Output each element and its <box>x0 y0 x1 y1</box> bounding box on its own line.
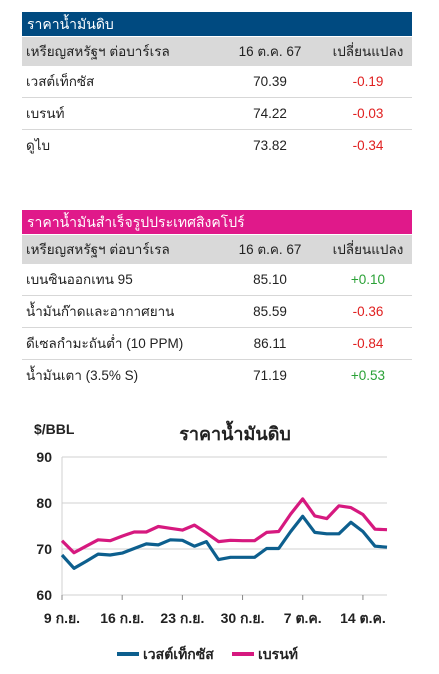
table-row: น้ำมันเตา (3.5% S) 71.19 +0.53 <box>22 360 412 391</box>
refined-header: ราคาน้ำมันสำเร็จรูปประเทศสิงคโปร์ <box>22 210 412 234</box>
col-date: 16 ต.ค. 67 <box>238 242 302 257</box>
refined-column-header: เหรียญสหรัฐฯ ต่อบาร์เรล 16 ต.ค. 67 เปลี่… <box>22 234 412 264</box>
price-value: 73.82 <box>253 138 287 153</box>
price-value: 85.59 <box>253 304 287 319</box>
crude-oil-table: ราคาน้ำมันดิบ เหรียญสหรัฐฯ ต่อบาร์เรล 16… <box>22 12 412 161</box>
product-name: ดีเซลกำมะถันต่ำ (10 PPM) <box>26 336 184 351</box>
change-value: +0.10 <box>350 272 386 287</box>
y-axis-label: $/BBL <box>34 421 75 437</box>
product-name: เวสต์เท็กซัส <box>26 74 95 89</box>
price-value: 71.19 <box>253 368 287 383</box>
product-name: น้ำมันก๊าดและอากาศยาน <box>26 304 175 319</box>
x-tick-label: 30 ก.ย. <box>221 610 265 626</box>
series-line-wti <box>60 514 388 570</box>
series-line-brent <box>60 497 388 555</box>
x-tick-label: 16 ก.ย. <box>100 610 144 626</box>
y-tick-labels: 60 70 80 90 <box>36 449 52 603</box>
change-value: -0.03 <box>352 106 384 121</box>
change-value: -0.34 <box>352 138 384 153</box>
col-change: เปลี่ยนแปลง <box>332 44 404 59</box>
crude-rows: เวสต์เท็กซัส 70.39 -0.19 เบรนท์ 74.22 -0.03 ดู… <box>22 66 412 161</box>
refined-products-table: ราคาน้ำมันสำเร็จรูปประเทศสิงคโปร์ เหรียญ… <box>22 210 412 391</box>
table-row: ดูไบ 73.82 -0.34 <box>22 130 412 161</box>
series-lines <box>60 497 388 570</box>
x-tick-label: 7 ต.ค. <box>284 610 322 626</box>
price-value: 86.11 <box>253 336 287 351</box>
crude-header: ราคาน้ำมันดิบ <box>22 12 412 36</box>
y-tick-label: 60 <box>36 587 52 603</box>
y-tick-label: 80 <box>36 495 52 511</box>
table-row: เบรนท์ 74.22 -0.03 <box>22 98 412 130</box>
y-tick-label: 70 <box>36 541 52 557</box>
col-unit: เหรียญสหรัฐฯ ต่อบาร์เรล <box>26 242 170 257</box>
price-value: 74.22 <box>253 106 287 121</box>
table-row: เวสต์เท็กซัส 70.39 -0.19 <box>22 66 412 98</box>
change-value: -0.19 <box>352 74 384 89</box>
table-row: เบนซินออกเทน 95 85.10 +0.10 <box>22 264 412 296</box>
product-name: ดูไบ <box>26 138 51 153</box>
col-unit: เหรียญสหรัฐฯ ต่อบาร์เรล <box>26 44 170 59</box>
x-tick-label: 23 ก.ย. <box>160 610 204 626</box>
col-date: 16 ต.ค. 67 <box>238 44 302 59</box>
x-tick-labels: 9 ก.ย. 16 ก.ย. 23 ก.ย. 30 ก.ย. 7 ต.ค. 14 ต.ค. <box>44 595 386 626</box>
crude-price-chart: $/BBL ราคาน้ำมันดิบ 60 70 80 90 9 ก.ย. 16 ก.… <box>34 420 388 662</box>
table-row: น้ำมันก๊าดและอากาศยาน 85.59 -0.36 <box>22 296 412 328</box>
legend-label: เวสต์เท็กซัส <box>143 645 214 662</box>
product-name: น้ำมันเตา (3.5% S) <box>26 368 139 383</box>
table-row: ดีเซลกำมะถันต่ำ (10 PPM) 86.11 -0.84 <box>22 328 412 360</box>
legend-label: เบรนท์ <box>258 646 298 662</box>
crude-column-header: เหรียญสหรัฐฯ ต่อบาร์เรล 16 ต.ค. 67 เปลี่… <box>22 36 412 66</box>
change-value: -0.84 <box>352 336 384 351</box>
col-change: เปลี่ยนแปลง <box>332 242 404 257</box>
grid-lines <box>61 456 387 596</box>
price-value: 85.10 <box>253 272 287 287</box>
chart-title: ราคาน้ำมันดิบ <box>179 420 291 444</box>
y-tick-label: 90 <box>36 449 52 465</box>
legend: เวสต์เท็กซัส เบรนท์ <box>117 645 298 662</box>
change-value: -0.36 <box>352 304 384 319</box>
x-tick-label: 14 ต.ค. <box>340 610 386 626</box>
product-name: เบรนท์ <box>26 106 65 121</box>
product-name: เบนซินออกเทน 95 <box>26 272 133 287</box>
refined-rows: เบนซินออกเทน 95 85.10 +0.10 น้ำมันก๊าดและอา… <box>22 264 412 391</box>
price-value: 70.39 <box>253 74 287 89</box>
change-value: +0.53 <box>350 368 386 383</box>
x-tick-label: 9 ก.ย. <box>44 610 80 626</box>
